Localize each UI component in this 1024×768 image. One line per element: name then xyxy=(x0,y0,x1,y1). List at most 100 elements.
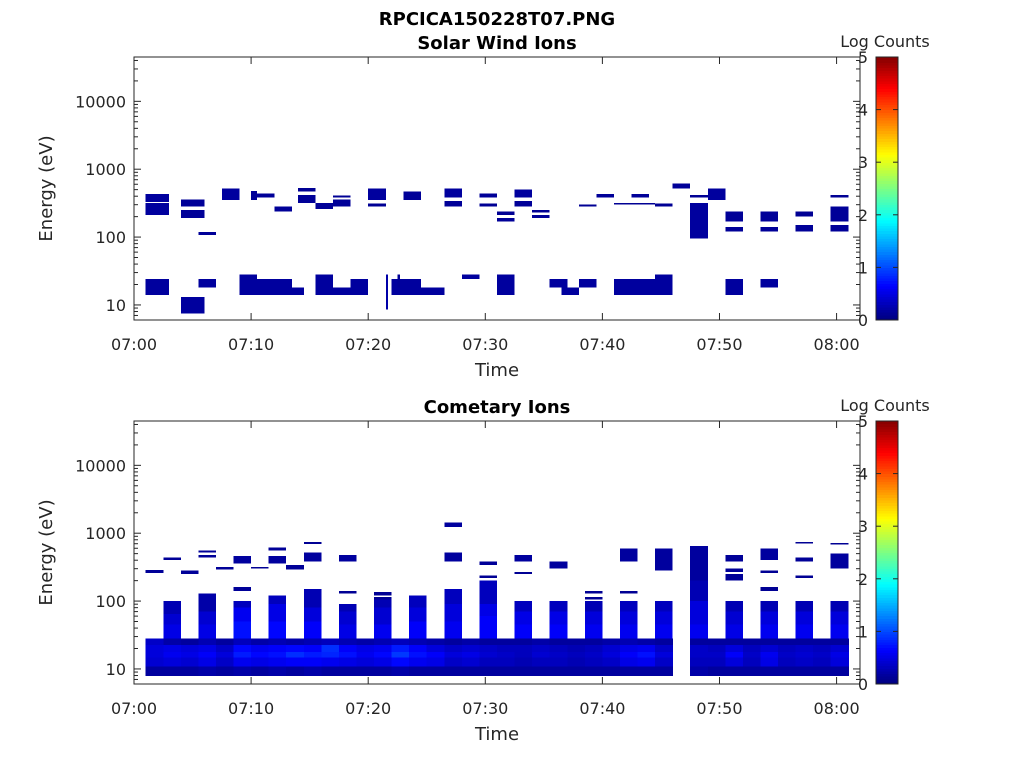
colorbar-segment xyxy=(876,541,898,546)
heatmap-cell xyxy=(163,613,181,625)
colorbar-segment xyxy=(876,534,898,538)
colorbar-segment xyxy=(876,502,898,506)
heatmap-cell xyxy=(391,651,410,658)
colorbar-segment xyxy=(876,602,898,606)
heatmap-cell xyxy=(707,188,726,201)
heatmap-cell xyxy=(707,666,726,677)
heatmap-cell xyxy=(690,601,708,625)
heatmap-cell xyxy=(338,638,357,645)
colorbar-segment xyxy=(876,101,898,105)
colorbar-tick-label: 0 xyxy=(858,675,868,694)
colorbar-tick-label: 5 xyxy=(858,412,868,431)
heatmap-cell xyxy=(198,554,216,558)
heatmap-cell xyxy=(760,211,779,222)
y-axis-label: Energy (eV) xyxy=(36,135,57,241)
heatmap-cell xyxy=(725,568,743,572)
colorbar-segment xyxy=(876,301,898,305)
heatmap-cell xyxy=(479,604,497,617)
heatmap-cell xyxy=(426,644,445,653)
heatmap-cell xyxy=(303,621,322,639)
heatmap-cell xyxy=(830,553,849,569)
colorbar-segment xyxy=(876,156,898,161)
heatmap-cell xyxy=(497,218,515,222)
heatmap-cell xyxy=(742,651,761,658)
heatmap-cell xyxy=(303,607,322,622)
colorbar-segment xyxy=(876,557,898,561)
colorbar-segment xyxy=(876,83,898,87)
heatmap-cell xyxy=(619,638,639,645)
heatmap-cell xyxy=(778,666,797,677)
colorbar-segment xyxy=(876,594,898,598)
colorbar-segment xyxy=(876,59,898,63)
heatmap-cell xyxy=(321,644,340,653)
heatmap-cell xyxy=(479,193,497,198)
heatmap-cell xyxy=(760,611,779,625)
heatmap-cell xyxy=(584,591,603,594)
colorbar-segment xyxy=(876,442,898,446)
heatmap-cell xyxy=(707,644,726,653)
heatmap-cell xyxy=(286,638,305,645)
heatmap-cell xyxy=(532,651,551,658)
heatmap-cell xyxy=(479,203,497,207)
colorbar-segment xyxy=(876,436,898,441)
heatmap-cell xyxy=(532,656,551,667)
heatmap-cell xyxy=(830,638,849,645)
heatmap-cell xyxy=(198,624,216,639)
colorbar-segment xyxy=(876,576,898,580)
heatmap-cell xyxy=(602,666,621,677)
y-tick-label: 1000 xyxy=(85,524,126,543)
colorbar-segment xyxy=(876,560,898,564)
heatmap-cell xyxy=(725,574,743,581)
heatmap-cell xyxy=(567,656,586,667)
colorbar-segment xyxy=(876,494,898,498)
heatmap-cell xyxy=(497,211,515,216)
heatmap-cell xyxy=(760,666,779,677)
x-tick-label: 08:00 xyxy=(814,699,860,718)
colorbar-segment xyxy=(876,515,898,519)
colorbar-segment xyxy=(876,552,898,556)
colorbar-segment xyxy=(876,117,898,121)
colorbar-segment xyxy=(876,191,898,195)
colorbar-segment xyxy=(876,293,898,297)
heatmap-cell xyxy=(426,656,445,667)
heatmap-cell xyxy=(145,570,164,573)
colorbar-frame xyxy=(875,56,899,321)
heatmap-cell xyxy=(619,666,639,677)
heatmap-cell xyxy=(795,225,814,232)
heatmap-cell xyxy=(350,279,369,296)
colorbar-segment xyxy=(876,626,898,630)
heatmap-cell xyxy=(286,644,305,653)
heatmap-cell xyxy=(198,638,217,645)
heatmap-cell xyxy=(409,607,427,622)
heatmap-cell xyxy=(655,638,674,645)
colorbar-segment xyxy=(876,568,898,572)
heatmap-cell xyxy=(760,644,779,653)
colorbar-segment xyxy=(876,70,898,74)
heatmap-cell xyxy=(655,644,674,653)
heatmap-cell xyxy=(374,666,393,677)
colorbar-segment xyxy=(876,256,898,261)
colorbar-segment xyxy=(876,285,898,290)
heatmap-cell xyxy=(619,548,638,562)
heatmap-cell xyxy=(813,651,832,658)
heatmap-cell xyxy=(578,279,597,288)
colorbar-segment xyxy=(876,636,898,640)
heatmap-cell xyxy=(725,624,743,639)
heatmap-cell xyxy=(286,656,305,667)
y-tick-label: 100 xyxy=(95,228,126,247)
colorbar-segment xyxy=(876,662,898,667)
heatmap-cell xyxy=(163,644,182,653)
colorbar-label: Log Counts xyxy=(840,396,930,415)
colorbar-segment xyxy=(876,481,898,485)
colorbar-segment xyxy=(876,57,898,61)
heatmap-cell xyxy=(655,203,673,207)
colorbar-segment xyxy=(876,251,898,255)
colorbar-segment xyxy=(876,154,898,158)
colorbar-segment xyxy=(876,141,898,145)
colorbar-segment xyxy=(876,615,898,619)
colorbar-segment xyxy=(876,185,898,190)
heatmap-cell xyxy=(830,542,849,545)
heatmap-cell xyxy=(637,656,656,667)
heatmap-cell xyxy=(549,656,568,667)
heatmap-cell xyxy=(215,566,234,570)
